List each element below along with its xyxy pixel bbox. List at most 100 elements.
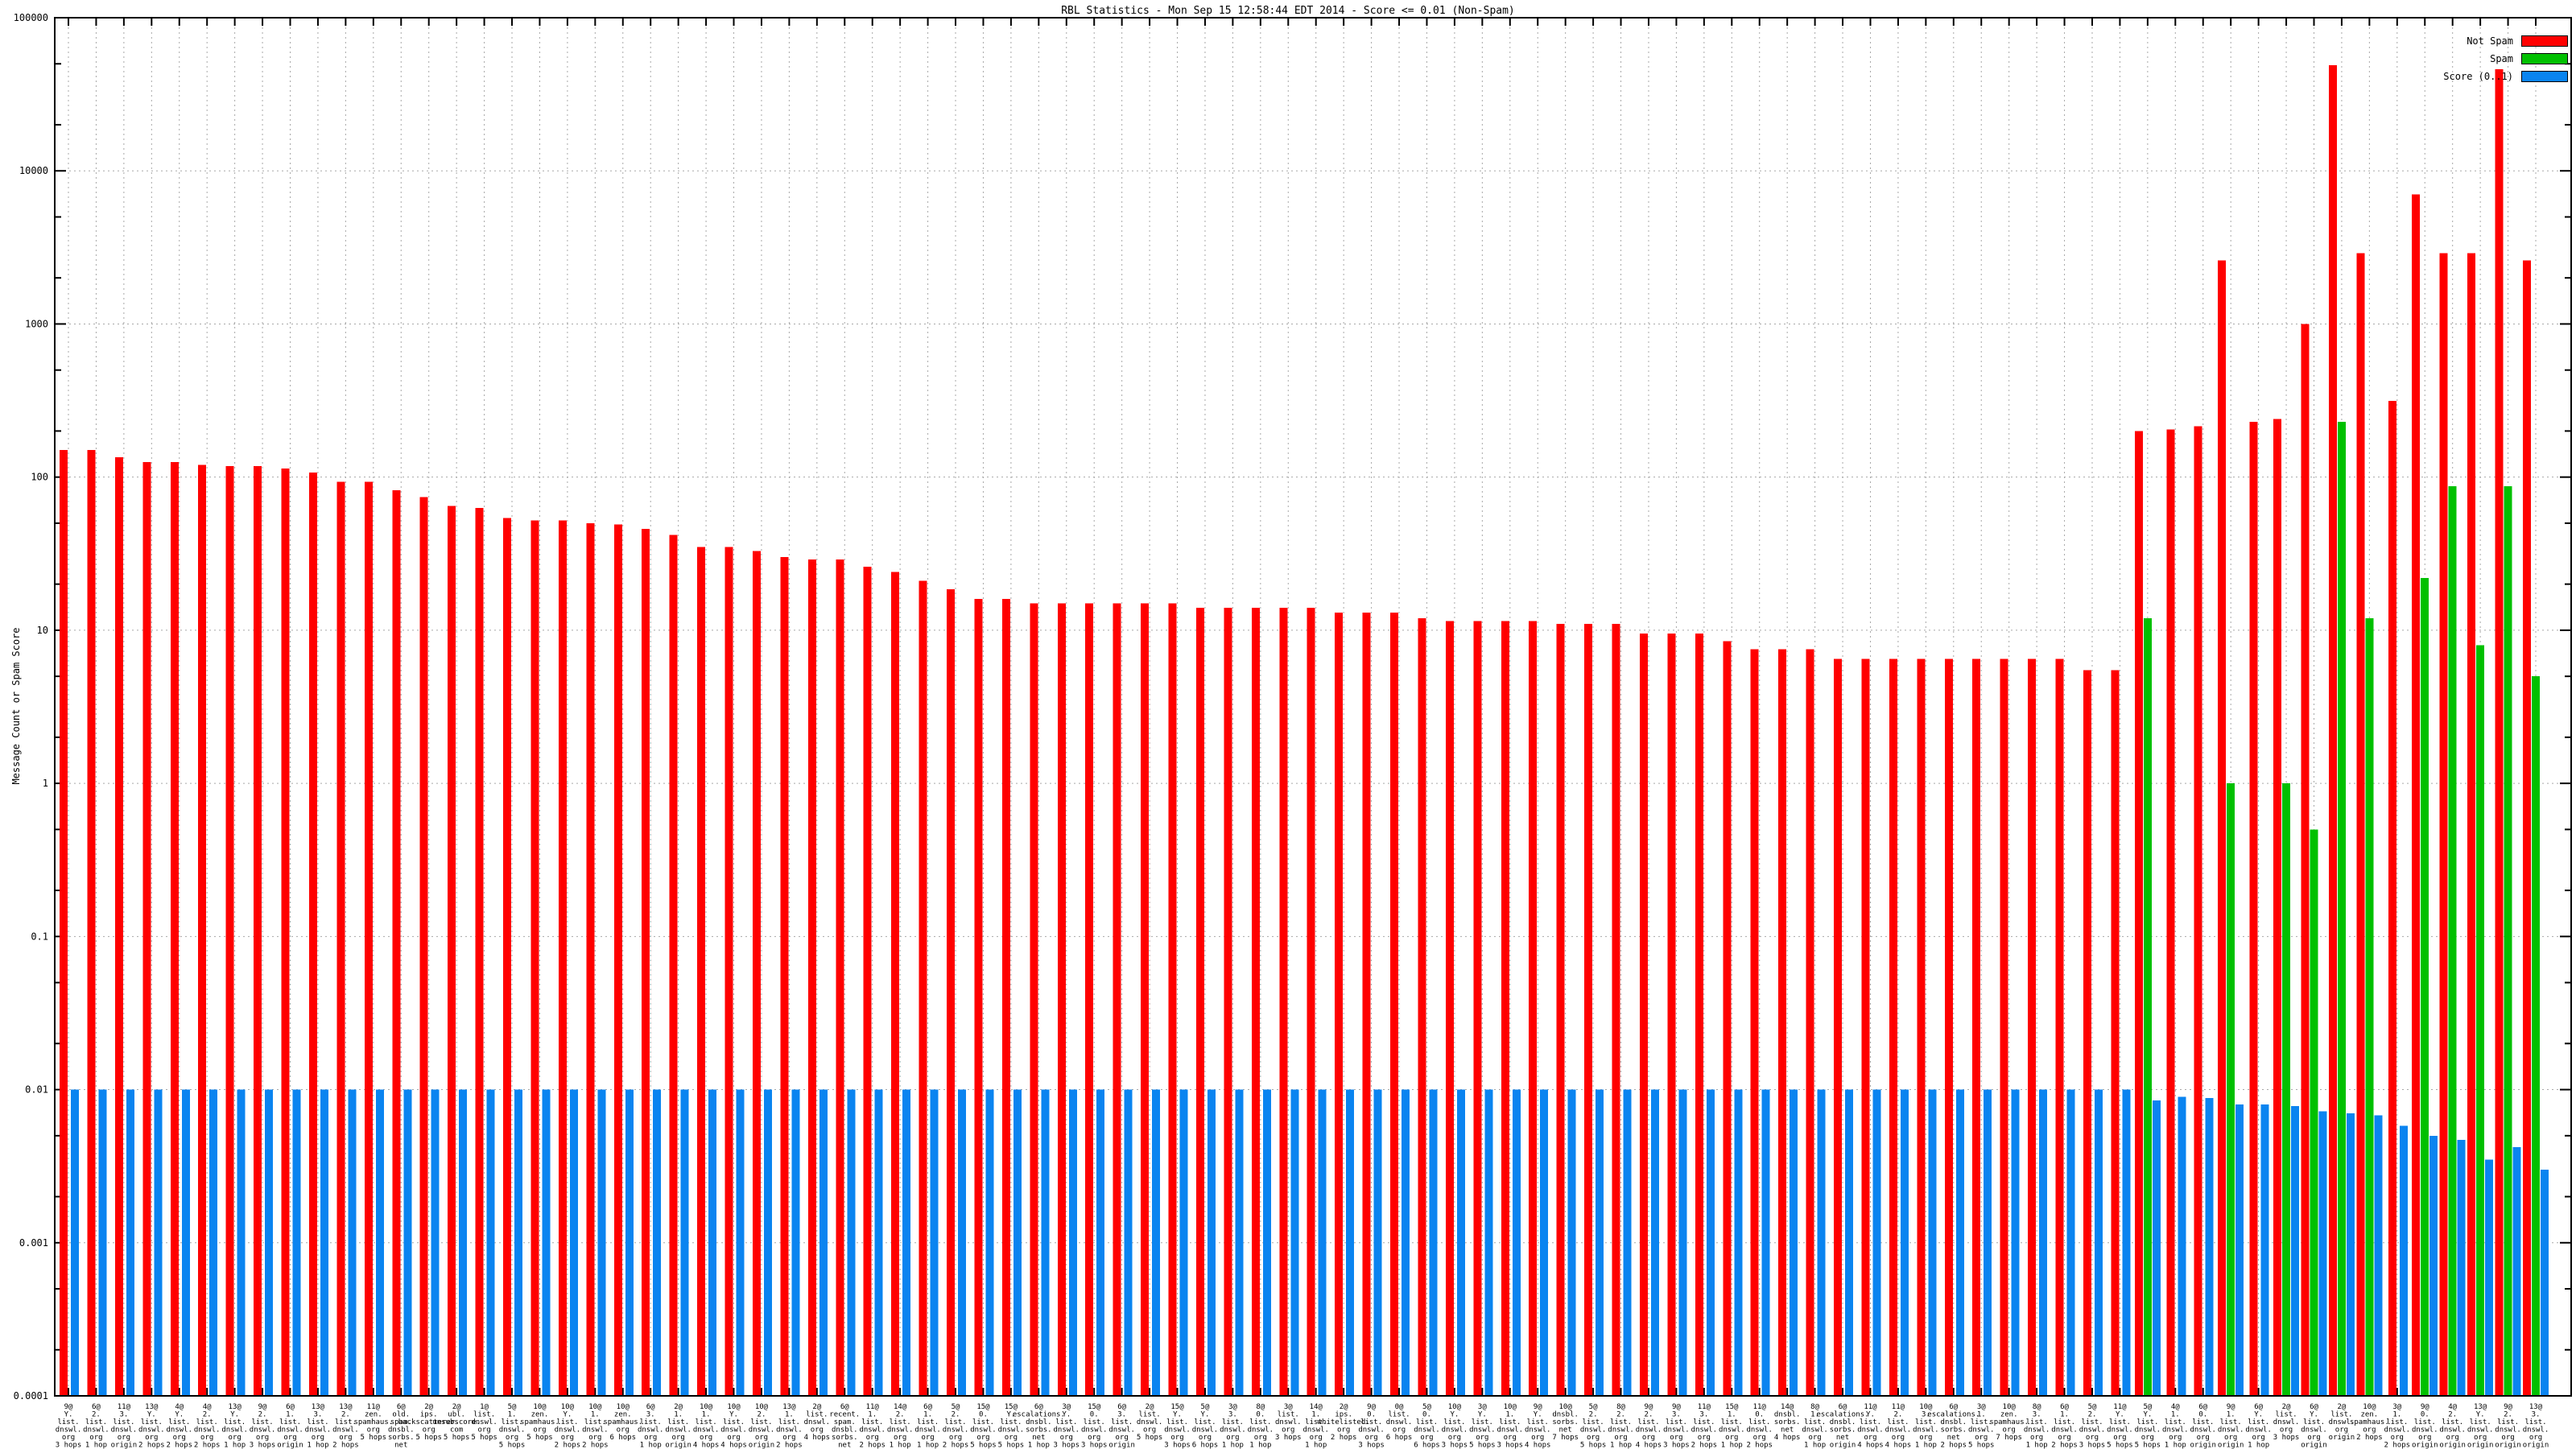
x-tick-label: list.: [696, 1418, 717, 1426]
x-tick-label: old.: [392, 1411, 410, 1419]
bar-score: [431, 1089, 440, 1396]
x-tick-label: sorbs.: [832, 1434, 858, 1442]
bar-not-spam: [1750, 649, 1759, 1396]
x-tick-label: origin: [2412, 1442, 2438, 1449]
x-tick-label: net: [1836, 1434, 1849, 1442]
x-tick-label: list.: [1055, 1418, 1077, 1426]
x-tick-label: list.: [1693, 1418, 1715, 1426]
x-tick-label: 6@: [92, 1403, 101, 1411]
x-tick-label: ips.: [1335, 1411, 1352, 1419]
x-tick-label: list.: [168, 1418, 190, 1426]
y-tick-label: 0.1: [31, 931, 48, 942]
bar-spam: [2476, 645, 2485, 1396]
x-tick-label: escalations.: [1927, 1411, 1979, 1419]
legend-swatch-score-icon: [2521, 70, 2568, 82]
x-tick-label: spamhaus.: [520, 1418, 559, 1426]
x-tick-label: 1 hop: [2248, 1442, 2269, 1449]
x-tick-label: dnswl.: [1663, 1426, 1690, 1435]
x-tick-label: 1.: [674, 1411, 683, 1419]
x-tick-label: dnswl.: [2190, 1426, 2216, 1435]
bar-score: [1402, 1089, 1410, 1396]
x-tick-label: 1.: [1505, 1411, 1514, 1419]
bar-not-spam: [419, 497, 428, 1396]
x-tick-label: org: [1504, 1434, 1517, 1442]
x-tick-label: 13@: [228, 1403, 242, 1411]
x-tick-label: 14@: [1781, 1403, 1794, 1411]
x-tick-label: org: [89, 1434, 102, 1442]
x-tick-label: dnsbl.: [388, 1426, 415, 1435]
legend-label-not-spam: Not Spam: [2467, 35, 2513, 47]
x-tick-label: 3.: [119, 1411, 128, 1419]
x-tick-label: org: [1143, 1426, 1156, 1435]
bar-not-spam: [2194, 426, 2202, 1397]
x-tick-label: 1.: [2227, 1411, 2235, 1419]
x-tick-label: org: [700, 1434, 712, 1442]
x-tick-label: 1.: [868, 1411, 877, 1419]
x-tick-label: 5 hops: [2107, 1442, 2133, 1449]
x-tick-label: dnswl.: [499, 1426, 526, 1435]
bar-score: [1928, 1089, 1937, 1396]
x-tick-label: org: [283, 1434, 296, 1442]
x-tick-label: 0.: [1755, 1411, 1764, 1419]
x-tick-label: 3.: [1228, 1411, 1237, 1419]
x-tick-label: 1 hop: [917, 1442, 939, 1449]
x-tick-label: org: [2335, 1426, 2348, 1435]
bar-score: [1678, 1089, 1687, 1396]
x-tick-label: 7 hops: [1552, 1434, 1579, 1442]
x-tick-label: 9@: [2421, 1403, 2429, 1411]
x-tick-label: zen.: [2000, 1411, 2018, 1419]
bar-score: [154, 1089, 163, 1396]
x-tick-label: 0.: [1090, 1411, 1099, 1419]
x-tick-label: origin: [2301, 1442, 2327, 1449]
x-tick-label: list.: [640, 1418, 662, 1426]
x-tick-label: list.: [2303, 1418, 2325, 1426]
x-tick-label: 10@: [1504, 1403, 1517, 1411]
x-tick-label: dnswl.: [1913, 1426, 1939, 1435]
x-tick-label: origin: [111, 1442, 138, 1449]
x-tick-label: 2 hops: [859, 1442, 886, 1449]
x-tick-label: dnswl.: [111, 1426, 138, 1435]
bar-not-spam: [2083, 670, 2091, 1396]
bar-score: [403, 1089, 412, 1396]
x-tick-label: 3.: [2033, 1411, 2041, 1419]
x-tick-label: 15@: [976, 1403, 990, 1411]
x-tick-label: 5 hops: [998, 1442, 1025, 1449]
x-tick-label: list.: [806, 1411, 828, 1419]
x-tick-label: list.: [723, 1418, 745, 1426]
x-tick-label: 3.: [1117, 1411, 1126, 1419]
x-tick-label: org: [1725, 1434, 1738, 1442]
x-tick-label: list.: [2470, 1418, 2491, 1426]
bar-not-spam: [1057, 603, 1066, 1396]
x-tick-label: org: [2197, 1434, 2210, 1442]
x-tick-label: origin: [665, 1442, 691, 1449]
x-tick-label: dnswl.: [2384, 1426, 2411, 1435]
y-tick-label: 100: [31, 472, 48, 483]
x-tick-label: 6@: [2310, 1403, 2318, 1411]
bar-score: [2039, 1089, 2048, 1396]
x-tick-label: spamhaus.: [1989, 1418, 2029, 1426]
x-tick-label: 15@: [1170, 1403, 1184, 1411]
x-tick-label: 5@: [508, 1403, 517, 1411]
x-tick-label: 2.: [1589, 1411, 1598, 1419]
bar-not-spam: [1168, 603, 1177, 1396]
x-tick-label: dnswl.: [749, 1426, 775, 1435]
x-tick-label: list.: [1305, 1418, 1327, 1426]
x-tick-label: 1 hop: [640, 1442, 662, 1449]
bar-not-spam: [1085, 603, 1094, 1396]
x-tick-label: 2 hops: [2051, 1442, 2078, 1449]
x-tick-label: 6@: [2198, 1403, 2207, 1411]
x-tick-label: 1 hop: [1610, 1442, 1632, 1449]
bar-not-spam: [225, 465, 234, 1396]
x-tick-label: Y.: [1062, 1411, 1071, 1419]
x-tick-label: origin: [749, 1442, 775, 1449]
bar-not-spam: [1224, 608, 1232, 1396]
x-tick-label: list.: [196, 1418, 218, 1426]
x-tick-label: list.: [1111, 1418, 1133, 1426]
y-tick-label: 0.0001: [14, 1390, 48, 1402]
x-tick-label: dnswl.: [1885, 1426, 1912, 1435]
bar-not-spam: [336, 481, 345, 1397]
x-tick-label: dnsbl.: [1552, 1411, 1579, 1419]
x-tick-label: org: [200, 1434, 213, 1442]
x-tick-label: 5@: [2143, 1403, 2152, 1411]
x-tick-label: dnswl.: [1857, 1426, 1884, 1435]
